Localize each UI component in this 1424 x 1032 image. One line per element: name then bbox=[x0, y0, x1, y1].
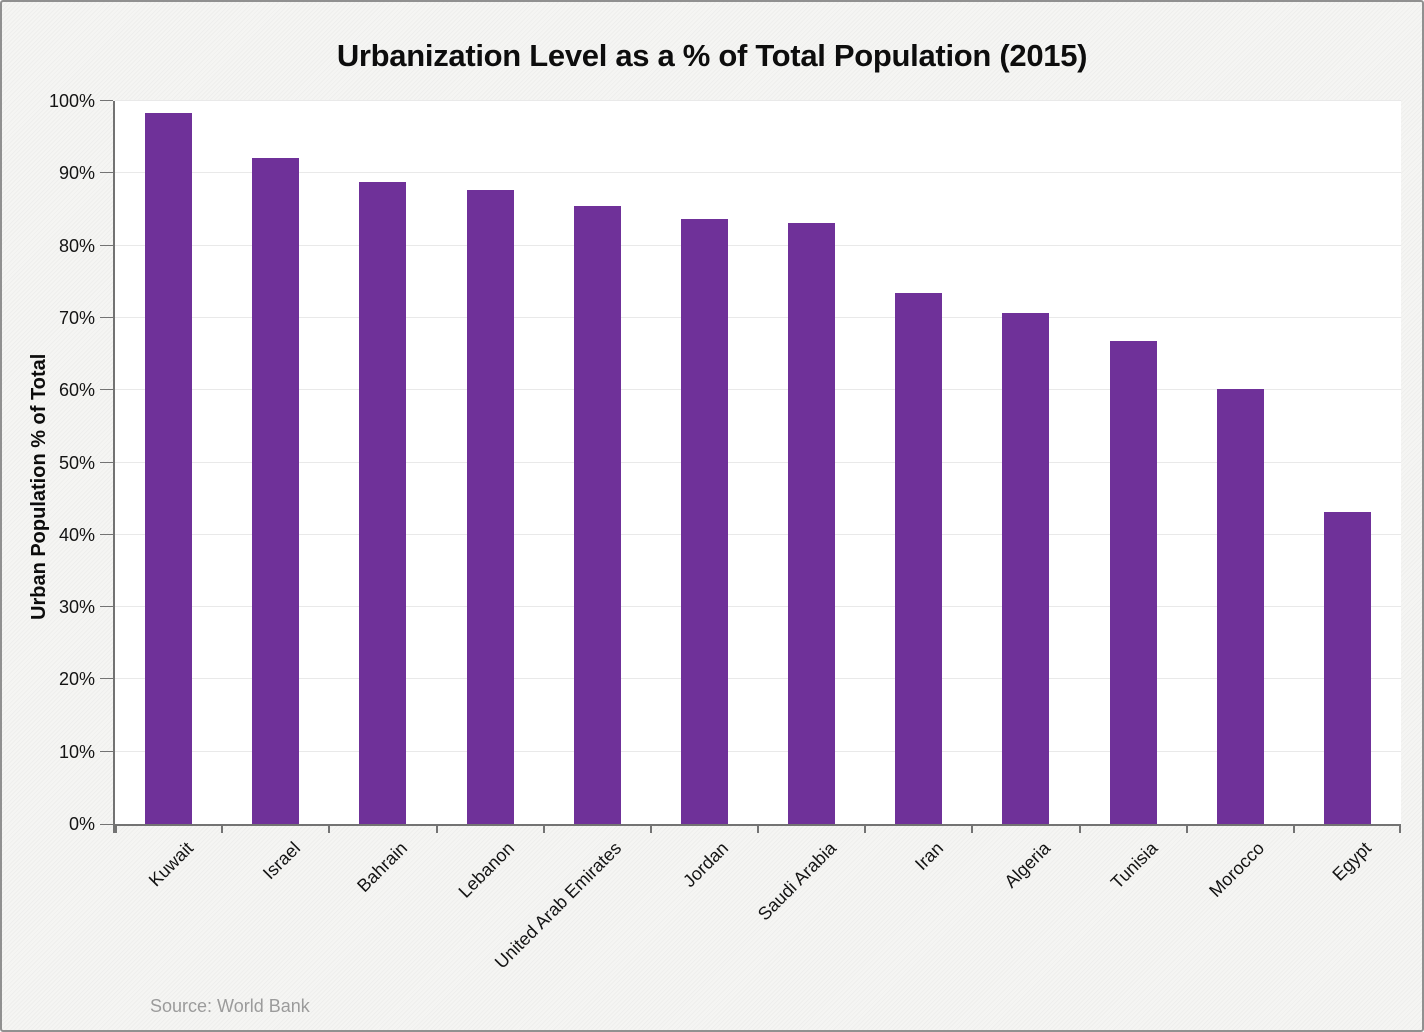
x-axis-label: Jordan bbox=[679, 838, 733, 892]
y-axis-tick-label: 40% bbox=[58, 524, 95, 545]
y-axis-tick-label: 10% bbox=[58, 741, 95, 762]
x-axis-tick bbox=[115, 824, 117, 833]
x-axis-tick bbox=[864, 824, 867, 833]
bar bbox=[1216, 388, 1264, 824]
x-axis-label: Algeria bbox=[1000, 838, 1055, 892]
x-axis-label: Tunisia bbox=[1106, 838, 1162, 893]
y-axis-tick bbox=[100, 316, 113, 318]
plot-area: 0% 10% 20% 30% 40% 50% 60% 70% 80% 90% 100% Kuwait I… bbox=[49, 91, 1401, 972]
gridline bbox=[115, 389, 1401, 391]
y-axis-tick bbox=[100, 606, 113, 608]
bar bbox=[252, 158, 300, 824]
x-axis-label: Iran bbox=[910, 838, 947, 875]
bar bbox=[788, 223, 836, 824]
y-axis-line bbox=[113, 101, 115, 833]
y-axis-tick-label: 0% bbox=[68, 814, 95, 834]
gridline bbox=[115, 100, 1401, 101]
chart-title: Urbanization Level as a % of Total Popul… bbox=[336, 38, 1088, 73]
x-axis-tick bbox=[1399, 824, 1401, 833]
source-note: Source: World Bank bbox=[150, 996, 310, 1016]
gridline bbox=[115, 172, 1401, 174]
x-axis-label: Kuwait bbox=[144, 838, 197, 891]
x-axis-label: Morocco bbox=[1205, 838, 1269, 901]
bar bbox=[145, 113, 193, 824]
x-axis-tick bbox=[1185, 824, 1188, 833]
gridline bbox=[115, 678, 1401, 680]
x-axis-tick bbox=[221, 824, 224, 833]
y-axis-tick bbox=[100, 461, 113, 463]
x-axis-tick bbox=[649, 824, 652, 833]
gridline bbox=[115, 316, 1401, 318]
x-axis-tick bbox=[1292, 824, 1295, 833]
y-axis-tick bbox=[100, 172, 113, 174]
x-axis-label: Israel bbox=[258, 838, 304, 884]
y-axis-tick bbox=[100, 750, 113, 752]
bar bbox=[895, 293, 943, 824]
x-axis-tick bbox=[435, 824, 438, 833]
bar bbox=[466, 189, 514, 824]
x-axis-tick bbox=[757, 824, 759, 833]
x-axis-label: Lebanon bbox=[454, 838, 519, 902]
y-axis-tick-label: 30% bbox=[58, 597, 95, 618]
y-axis-tick bbox=[100, 533, 113, 535]
y-axis-tick-label: 20% bbox=[58, 669, 95, 690]
y-axis-tick-label: 70% bbox=[58, 307, 95, 328]
gridline bbox=[115, 606, 1401, 608]
x-axis-label: Egypt bbox=[1328, 838, 1376, 885]
bar bbox=[680, 218, 728, 824]
x-axis-tick bbox=[328, 824, 331, 833]
gridline bbox=[115, 533, 1401, 535]
y-axis-tick bbox=[100, 824, 113, 825]
y-axis-tick-label: 60% bbox=[58, 380, 95, 401]
bar bbox=[359, 181, 407, 824]
bar bbox=[1323, 512, 1371, 824]
y-axis-tick bbox=[100, 244, 113, 246]
y-axis-tick-label: 50% bbox=[58, 452, 95, 473]
x-axis-tick bbox=[542, 824, 545, 833]
bar bbox=[1109, 341, 1157, 824]
gridline bbox=[115, 244, 1401, 246]
x-axis-tick bbox=[971, 824, 974, 833]
gridline bbox=[115, 750, 1401, 752]
x-axis-label: Bahrain bbox=[353, 838, 412, 897]
x-axis-tick bbox=[1078, 824, 1081, 833]
bar bbox=[573, 205, 621, 824]
bar bbox=[1002, 312, 1050, 824]
y-axis-tick-label: 100% bbox=[48, 91, 95, 111]
y-axis-tick bbox=[100, 678, 113, 680]
x-axis-label: Saudi Arabia bbox=[753, 838, 840, 925]
y-axis-title: Urban Population % of Total bbox=[28, 353, 50, 620]
y-axis-tick bbox=[100, 100, 113, 101]
y-axis-tick-label: 90% bbox=[58, 163, 95, 184]
y-axis-tick bbox=[100, 389, 113, 391]
gridline bbox=[115, 461, 1401, 463]
y-axis-tick-label: 80% bbox=[58, 235, 95, 256]
